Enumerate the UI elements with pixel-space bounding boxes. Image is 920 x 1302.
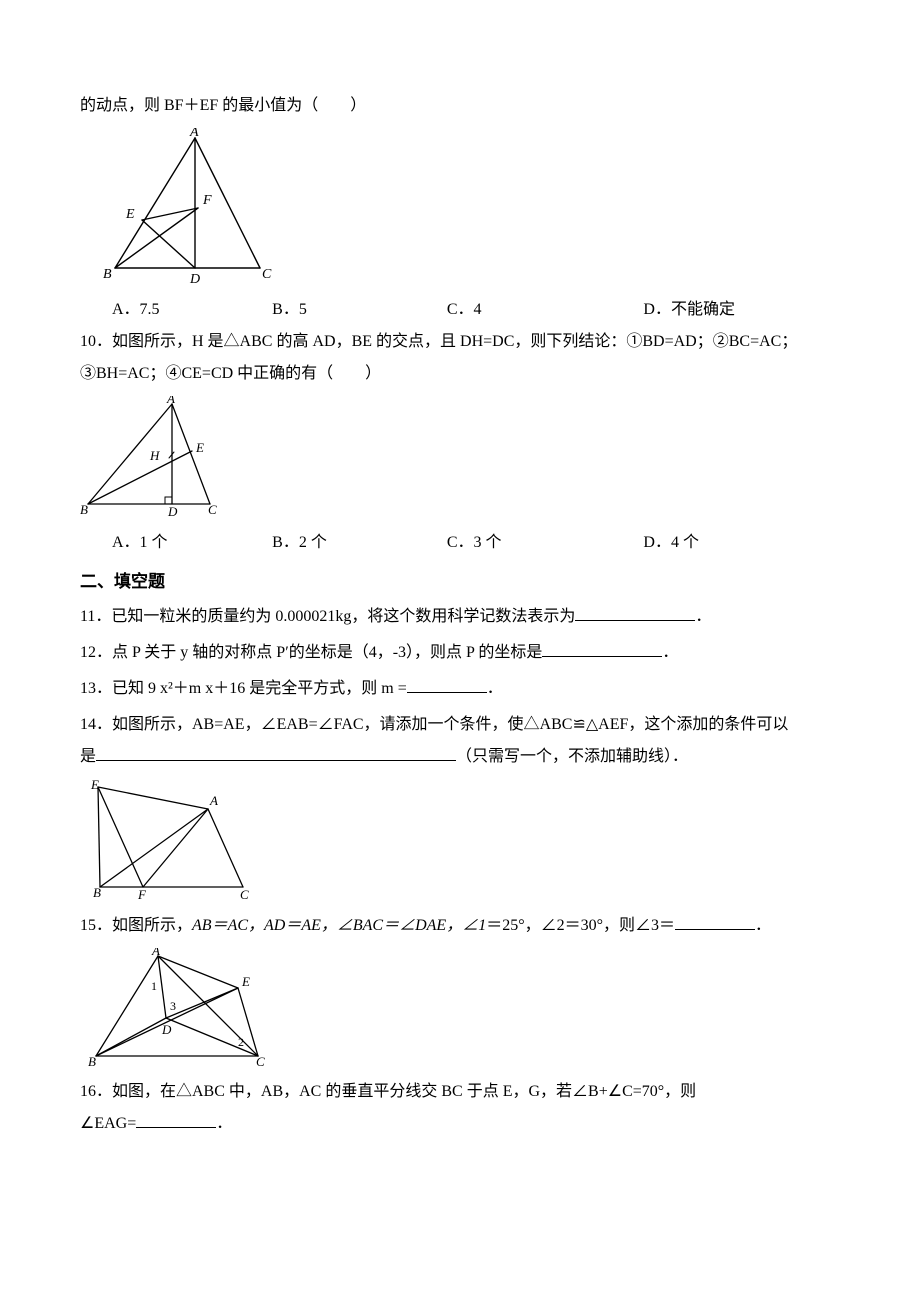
q10-opt-c: C．3 个 xyxy=(447,527,644,559)
q16-line2: ∠EAG= ． xyxy=(80,1108,840,1140)
q10-opt-b: B．2 个 xyxy=(272,527,447,559)
q13-post: ． xyxy=(487,680,503,697)
svg-text:B: B xyxy=(80,502,88,517)
q14-figure: E A B F C xyxy=(88,779,840,904)
svg-text:E: E xyxy=(195,440,204,455)
q9-opt-c: C．4 xyxy=(447,294,644,326)
q15-figure: A B C D E 1 2 3 xyxy=(88,948,840,1070)
q9-opt-a: A．7.5 xyxy=(112,294,272,326)
q9-opt-b: B．5 xyxy=(272,294,447,326)
q13-pre: 13．已知 9 x²＋m x＋16 是完全平方式，则 m = xyxy=(80,680,407,697)
q10-figure: A B C D E H xyxy=(80,396,840,521)
section-2-title: 二、填空题 xyxy=(80,565,840,599)
svg-text:C: C xyxy=(256,1054,265,1069)
svg-text:D: D xyxy=(161,1022,172,1037)
svg-text:B: B xyxy=(103,267,112,282)
q16-line1: 16．如图，在△ABC 中，AB，AC 的垂直平分线交 BC 于点 E，G，若∠… xyxy=(80,1076,840,1108)
svg-text:A: A xyxy=(166,396,175,406)
svg-text:E: E xyxy=(241,974,250,989)
q14-line2-post: （只需写一个，不添加辅助线）． xyxy=(456,748,688,765)
q14-line2-pre: 是 xyxy=(80,748,96,765)
q10-text: 10．如图所示，H 是△ABC 的高 AD，BE 的交点，且 DH=DC，则下列… xyxy=(80,326,840,390)
svg-text:E: E xyxy=(90,779,99,792)
q9-opt-d: D．不能确定 xyxy=(643,294,840,326)
q15: 15．如图所示，AB＝AC，AD＝AE，∠BAC＝∠DAE，∠1＝25°，∠2＝… xyxy=(80,910,840,942)
svg-text:1: 1 xyxy=(151,979,157,993)
q11-blank xyxy=(575,604,695,621)
q9-figure: A B C D E F xyxy=(100,128,840,288)
q11: 11．已知一粒米的质量约为 0.000021kg，将这个数用科学记数法表示为 ． xyxy=(80,601,840,633)
q16-blank xyxy=(136,1111,216,1128)
q9-lead: 的动点，则 BF＋EF 的最小值为（ ） xyxy=(80,90,840,122)
svg-text:A: A xyxy=(209,793,218,808)
svg-text:A: A xyxy=(151,948,160,958)
svg-text:D: D xyxy=(167,504,178,519)
q10-opt-a: A．1 个 xyxy=(112,527,272,559)
svg-text:C: C xyxy=(240,887,249,902)
svg-text:3: 3 xyxy=(170,999,176,1013)
svg-text:D: D xyxy=(189,272,200,287)
svg-text:E: E xyxy=(125,207,135,222)
svg-text:2: 2 xyxy=(238,1035,244,1049)
q13: 13．已知 9 x²＋m x＋16 是完全平方式，则 m = ． xyxy=(80,673,840,705)
svg-text:F: F xyxy=(202,193,212,208)
q16-line2-post: ． xyxy=(216,1115,232,1132)
svg-text:A: A xyxy=(189,128,199,140)
q15-ital: AB＝AC，AD＝AE，∠BAC＝∠DAE，∠1 xyxy=(192,917,486,934)
svg-text:C: C xyxy=(262,267,272,282)
svg-text:F: F xyxy=(137,887,147,902)
q14-line2: 是 （只需写一个，不添加辅助线）． xyxy=(80,741,840,773)
q15-pre: 15．如图所示， xyxy=(80,917,192,934)
q12: 12．点 P 关于 y 轴的对称点 P′的坐标是（4，-3），则点 P 的坐标是… xyxy=(80,637,840,669)
svg-text:H: H xyxy=(149,448,160,463)
q10-options: A．1 个 B．2 个 C．3 个 D．4 个 xyxy=(112,527,840,559)
q15-blank xyxy=(675,913,755,930)
q12-blank xyxy=(542,640,662,657)
svg-text:C: C xyxy=(208,502,217,517)
q15-post: ． xyxy=(755,917,771,934)
q16-line2-pre: ∠EAG= xyxy=(80,1115,136,1132)
q13-blank xyxy=(407,676,487,693)
q11-post: ． xyxy=(695,608,711,625)
q14-line1: 14．如图所示，AB=AE，∠EAB=∠FAC，请添加一个条件，使△ABC≌△A… xyxy=(80,709,840,741)
q14-blank xyxy=(96,744,456,761)
q10-opt-d: D．4 个 xyxy=(643,527,840,559)
q11-pre: 11．已知一粒米的质量约为 0.000021kg，将这个数用科学记数法表示为 xyxy=(80,608,575,625)
q9-options: A．7.5 B．5 C．4 D．不能确定 xyxy=(112,294,840,326)
page: 的动点，则 BF＋EF 的最小值为（ ） ABCDEF A．7.5 B．5 C．… xyxy=(0,0,920,1302)
svg-text:B: B xyxy=(88,1054,96,1069)
q15-mid: ＝25°，∠2＝30°，则∠3＝ xyxy=(486,917,675,934)
q12-pre: 12．点 P 关于 y 轴的对称点 P′的坐标是（4，-3），则点 P 的坐标是 xyxy=(80,644,542,661)
q12-post: ． xyxy=(662,644,678,661)
svg-text:B: B xyxy=(93,885,101,900)
